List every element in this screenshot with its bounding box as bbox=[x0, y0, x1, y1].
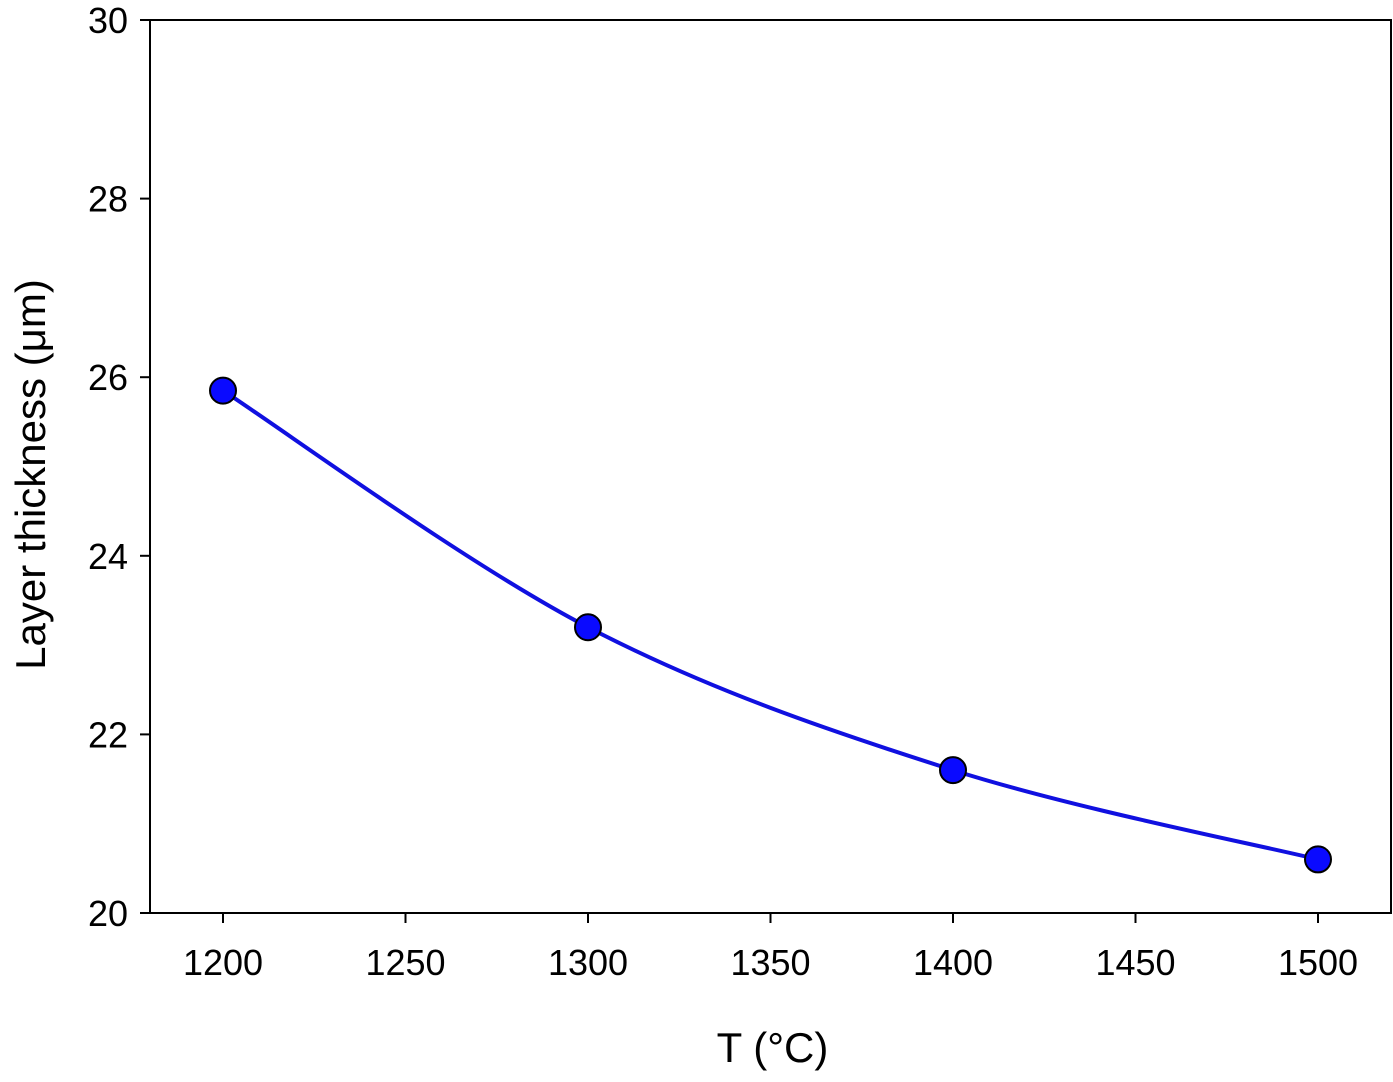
x-tick-label: 1450 bbox=[1095, 942, 1175, 983]
x-tick-label: 1350 bbox=[730, 942, 810, 983]
labels-layer: T (°C) Layer thickness (μm) bbox=[7, 279, 828, 1071]
data-point bbox=[209, 376, 237, 405]
y-axis-title: Layer thickness (μm) bbox=[7, 279, 54, 670]
x-tick-label: 1250 bbox=[365, 942, 445, 983]
series-line bbox=[221, 388, 1319, 862]
data-point bbox=[1304, 845, 1332, 874]
y-tick-label: 30 bbox=[88, 0, 128, 41]
data-point bbox=[574, 613, 602, 642]
x-tick-label: 1500 bbox=[1278, 942, 1358, 983]
x-tick-label: 1300 bbox=[548, 942, 628, 983]
x-tick-label: 1200 bbox=[183, 942, 263, 983]
y-tick-label: 20 bbox=[88, 893, 128, 934]
x-tick-label: 1400 bbox=[913, 942, 993, 983]
series-layer bbox=[209, 376, 1332, 874]
y-tick-label: 28 bbox=[88, 179, 128, 220]
axes-layer: 20 22 24 26 28 30 1200 1250 1300 1350 1400 1450 1500 bbox=[88, 0, 1392, 983]
data-point bbox=[939, 756, 967, 785]
x-axis-title: T (°C) bbox=[717, 1024, 829, 1071]
y-tick-label: 26 bbox=[88, 357, 128, 398]
y-tick-label: 24 bbox=[88, 536, 128, 577]
y-tick-label: 22 bbox=[88, 714, 128, 755]
